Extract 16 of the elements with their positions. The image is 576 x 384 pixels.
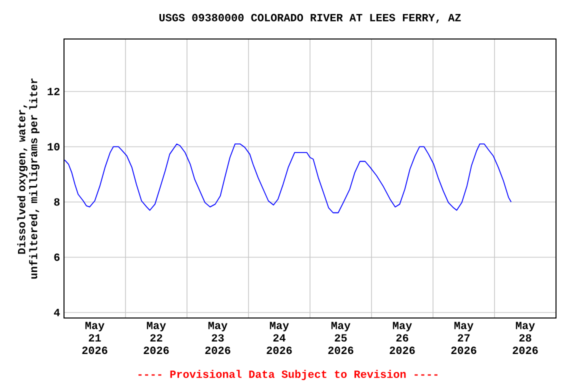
x-tick-label: May 21 2026 [82, 322, 108, 354]
y-axis-title: Dissolved oxygen, water, unfiltered, milligrams per liter [17, 78, 40, 279]
chart-title: USGS 09380000 COLORADO RIVER AT LEES FERRY, AZ [159, 14, 461, 24]
y-tick-label: 10 [48, 143, 60, 150]
x-tick-label: May 22 2026 [144, 322, 169, 354]
y-tick-label: 4 [54, 308, 60, 316]
x-tick-label: May 27 2026 [451, 322, 476, 354]
y-tick-label: 6 [54, 254, 60, 261]
y-tick-label: 8 [54, 198, 60, 206]
x-tick-label: May 24 2026 [266, 322, 292, 354]
x-tick-label: May 28 2026 [512, 322, 538, 354]
x-tick-label: May 23 2026 [205, 322, 230, 354]
text: ---- Provisional Data Subject to Revision ---- [138, 370, 438, 380]
x-tick-label: May 25 2026 [328, 322, 354, 354]
y-tick-label: 12 [48, 88, 60, 96]
x-tick-label: May 26 2026 [390, 322, 415, 354]
